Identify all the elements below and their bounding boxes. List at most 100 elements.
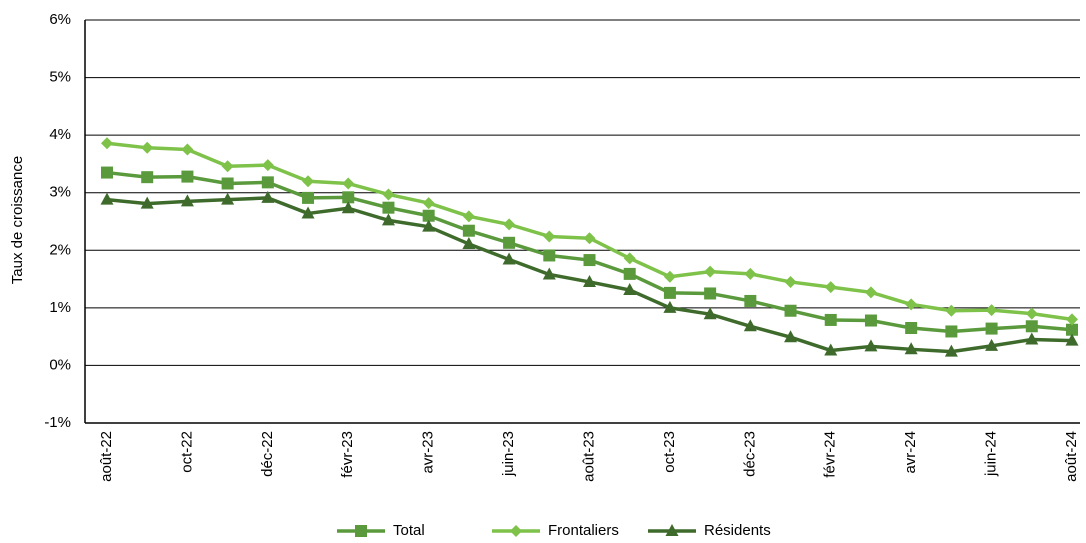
data-point: [904, 342, 918, 355]
series-line: [106, 141, 1073, 322]
data-point: [422, 197, 435, 210]
data-point: [180, 194, 194, 207]
data-point: [221, 192, 235, 205]
data-point: [261, 190, 275, 203]
data-point: [302, 191, 315, 204]
data-point: [985, 322, 998, 335]
x-tick-label: août-24: [1063, 431, 1080, 482]
data-point: [663, 270, 676, 283]
data-point: [301, 206, 315, 219]
data-point: [101, 166, 113, 179]
data-point: [261, 159, 274, 172]
data-point: [905, 298, 918, 311]
data-point: [623, 283, 637, 296]
legend-marker: [510, 525, 522, 537]
legend-label: Total: [393, 522, 425, 539]
data-point: [945, 325, 958, 338]
data-point: [704, 265, 717, 278]
data-point: [905, 322, 918, 335]
data-point: [663, 300, 677, 313]
data-point: [181, 170, 194, 183]
data-point: [784, 330, 798, 343]
series-total: [101, 166, 1078, 338]
data-point: [583, 274, 596, 287]
data-point: [542, 267, 556, 280]
data-point: [422, 209, 435, 222]
data-point: [1025, 307, 1038, 320]
legend-item: Total: [337, 522, 425, 539]
axes: [84, 20, 1080, 424]
legend-item: Résidents: [648, 522, 771, 539]
data-point: [543, 230, 556, 243]
data-point: [342, 191, 355, 204]
data-point: [100, 192, 114, 205]
y-tick-labels: -1% 0% 1% 2% 3% 4% 5% 6%: [44, 11, 71, 431]
x-tick-label: oct-23: [661, 431, 678, 473]
data-point: [462, 236, 476, 249]
series-residents: [100, 190, 1079, 357]
data-point: [744, 267, 757, 280]
x-tick-label: août-23: [580, 431, 597, 482]
data-point: [302, 175, 315, 188]
data-point: [141, 171, 154, 184]
x-tick-label: avr-24: [902, 431, 919, 474]
y-axis-label: Taux de croissance: [9, 156, 26, 284]
data-point: [824, 281, 837, 294]
data-point: [1025, 332, 1039, 345]
data-point: [503, 236, 516, 249]
data-point: [743, 319, 757, 332]
data-point: [141, 141, 154, 154]
data-point: [221, 177, 234, 190]
data-point: [784, 304, 797, 317]
data-point: [543, 249, 556, 262]
y-tick-label: 4%: [49, 126, 71, 143]
data-point: [824, 313, 837, 326]
series-layer: [100, 137, 1079, 357]
x-tick-label: févr-23: [339, 431, 356, 478]
data-point: [181, 143, 194, 156]
x-tick-label: avr-23: [420, 431, 437, 474]
y-tick-label: -1%: [44, 414, 71, 431]
data-point: [503, 218, 516, 231]
data-point: [704, 287, 717, 300]
legend: Total Frontaliers Résidents: [337, 522, 771, 539]
data-point: [985, 304, 998, 317]
data-point: [382, 188, 395, 201]
legend-label: Résidents: [704, 522, 771, 539]
data-point: [864, 314, 877, 327]
x-tick-label: oct-22: [178, 431, 195, 473]
data-point: [864, 286, 877, 299]
data-point: [703, 307, 717, 320]
data-point: [382, 201, 395, 214]
data-point: [502, 252, 516, 265]
data-point: [583, 232, 596, 245]
data-point: [261, 176, 274, 189]
data-point: [341, 201, 355, 214]
data-point: [623, 252, 636, 265]
y-tick-label: 2%: [49, 241, 71, 258]
x-tick-labels: août-22 oct-22 déc-22 févr-23 avr-23 juin-23 a…: [98, 431, 1080, 482]
data-point: [1025, 320, 1038, 333]
legend-marker: [355, 525, 367, 537]
y-tick-label: 0%: [49, 356, 71, 373]
data-point: [985, 338, 999, 351]
data-point: [864, 339, 878, 352]
x-tick-label: août-22: [98, 431, 115, 482]
y-tick-label: 6%: [49, 11, 71, 28]
x-tick-label: déc-23: [741, 431, 758, 477]
y-tick-label: 1%: [49, 299, 71, 316]
data-point: [1066, 313, 1078, 326]
data-point: [945, 304, 958, 317]
legend-item: Frontaliers: [492, 522, 619, 539]
data-point: [462, 210, 475, 223]
x-tick-label: juin-23: [500, 431, 517, 477]
series-frontaliers: [101, 137, 1078, 326]
legend-label: Frontaliers: [548, 522, 619, 539]
data-point: [462, 224, 475, 237]
data-point: [1066, 323, 1078, 336]
x-tick-label: juin-24: [983, 431, 1000, 477]
data-point: [784, 275, 797, 288]
x-tick-label: févr-24: [822, 431, 839, 478]
x-tick-label: déc-22: [259, 431, 276, 477]
